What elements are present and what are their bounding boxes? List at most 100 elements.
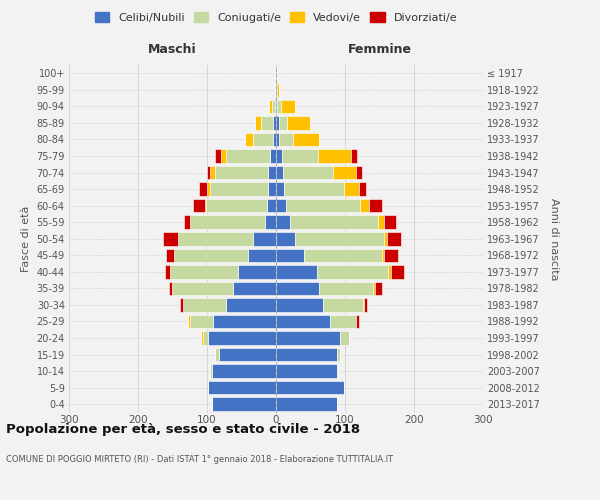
Bar <box>180 298 183 312</box>
Bar <box>208 381 276 394</box>
Bar <box>387 232 401 245</box>
Bar <box>382 248 385 262</box>
Bar <box>277 100 281 113</box>
Bar <box>238 265 276 278</box>
Bar <box>261 116 273 130</box>
Bar <box>169 282 172 295</box>
Bar <box>287 116 310 130</box>
Bar <box>273 116 276 130</box>
Bar <box>344 182 359 196</box>
Bar <box>268 166 276 179</box>
Bar <box>369 199 382 212</box>
Bar <box>276 166 283 179</box>
Bar <box>279 116 287 130</box>
Bar <box>212 364 276 378</box>
Bar <box>202 332 203 345</box>
Bar <box>356 314 359 328</box>
Bar <box>193 199 205 212</box>
Bar <box>219 348 276 362</box>
Bar <box>190 314 212 328</box>
Bar <box>281 100 295 113</box>
Y-axis label: Fasce di età: Fasce di età <box>21 206 31 272</box>
Bar <box>364 298 367 312</box>
Bar <box>276 132 280 146</box>
Bar <box>166 248 174 262</box>
Bar <box>212 398 276 411</box>
Bar <box>374 282 382 295</box>
Bar <box>340 332 349 345</box>
Bar <box>184 216 190 229</box>
Text: Femmine: Femmine <box>347 43 412 56</box>
Bar <box>276 314 330 328</box>
Bar <box>190 216 265 229</box>
Bar <box>270 149 276 163</box>
Bar <box>295 232 383 245</box>
Bar <box>275 83 276 96</box>
Bar <box>233 282 276 295</box>
Bar <box>215 149 221 163</box>
Bar <box>351 149 357 163</box>
Bar <box>276 265 317 278</box>
Bar <box>206 199 267 212</box>
Bar <box>276 199 286 212</box>
Bar <box>283 166 333 179</box>
Bar <box>275 100 276 113</box>
Bar <box>203 332 208 345</box>
Bar <box>286 199 360 212</box>
Bar <box>210 182 268 196</box>
Bar <box>207 166 211 179</box>
Bar <box>276 232 295 245</box>
Bar <box>267 199 276 212</box>
Bar <box>276 381 344 394</box>
Bar <box>226 149 270 163</box>
Bar <box>276 282 319 295</box>
Bar <box>281 149 318 163</box>
Bar <box>391 265 404 278</box>
Bar <box>333 166 356 179</box>
Text: Maschi: Maschi <box>148 43 197 56</box>
Bar <box>317 265 388 278</box>
Bar <box>318 149 351 163</box>
Bar <box>356 166 362 179</box>
Bar <box>337 348 340 362</box>
Bar <box>215 166 268 179</box>
Bar <box>178 232 253 245</box>
Bar <box>256 116 261 130</box>
Bar <box>183 298 226 312</box>
Bar <box>265 216 276 229</box>
Bar <box>268 182 276 196</box>
Bar <box>373 282 374 295</box>
Bar <box>276 298 323 312</box>
Bar <box>378 216 383 229</box>
Bar <box>275 66 276 80</box>
Bar <box>172 282 233 295</box>
Bar <box>226 298 276 312</box>
Bar <box>272 132 276 146</box>
Bar <box>212 314 276 328</box>
Bar <box>276 149 281 163</box>
Bar <box>337 364 338 378</box>
Bar <box>221 149 226 163</box>
Bar <box>277 83 279 96</box>
Bar <box>269 100 272 113</box>
Bar <box>383 216 396 229</box>
Bar <box>276 66 277 80</box>
Bar <box>330 314 356 328</box>
Bar <box>215 348 219 362</box>
Bar <box>276 83 277 96</box>
Bar <box>363 298 364 312</box>
Bar <box>245 132 253 146</box>
Bar <box>276 100 277 113</box>
Bar <box>385 248 398 262</box>
Bar <box>360 199 369 212</box>
Bar <box>248 248 276 262</box>
Bar <box>290 216 378 229</box>
Bar <box>208 332 276 345</box>
Bar <box>304 248 382 262</box>
Text: COMUNE DI POGGIO MIRTETO (RI) - Dati ISTAT 1° gennaio 2018 - Elaborazione TUTTIT: COMUNE DI POGGIO MIRTETO (RI) - Dati IST… <box>6 455 393 464</box>
Bar <box>284 182 344 196</box>
Bar <box>163 232 178 245</box>
Legend: Celibi/Nubili, Coniugati/e, Vedovi/e, Divorziati/e: Celibi/Nubili, Coniugati/e, Vedovi/e, Di… <box>91 8 461 28</box>
Text: Popolazione per età, sesso e stato civile - 2018: Popolazione per età, sesso e stato civil… <box>6 422 360 436</box>
Bar <box>383 232 387 245</box>
